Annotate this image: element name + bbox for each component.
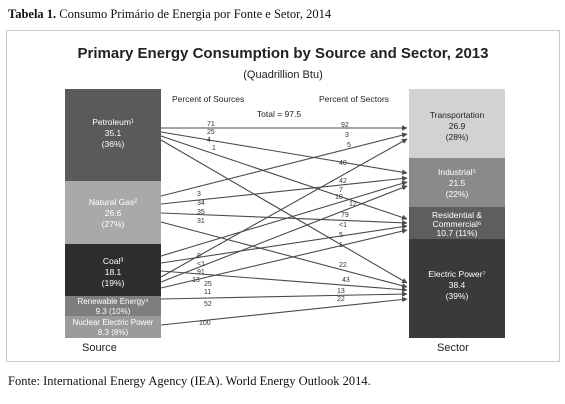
flow-arrows xyxy=(160,125,408,326)
source-petroleum-pct: (36%) xyxy=(102,139,125,149)
left-pct-label: 34 xyxy=(197,200,205,207)
left-column-header: Percent of Sources xyxy=(172,94,244,104)
diagram-frame: Primary Energy Consumption by Source and… xyxy=(6,30,560,362)
flow-nuclear-electric xyxy=(160,296,408,326)
right-percent-labels: 92 3 5 40 42 7 10 12 79 <1 5 1 22 43 13 … xyxy=(335,122,357,303)
source-nuclear-value: 8.3 (8%) xyxy=(98,328,129,337)
right-pct-label: 10 xyxy=(335,194,343,201)
sector-industrial-value: 21.5 xyxy=(449,178,466,188)
left-pct-label: 71 xyxy=(207,121,215,128)
left-pct-label: 1 xyxy=(212,145,216,152)
source-natural-gas-pct: (27%) xyxy=(102,219,125,229)
sector-industrial-name: Industrial⁵ xyxy=(438,167,476,177)
sector-industrial-pct: (22%) xyxy=(446,189,469,199)
source-renewable-box xyxy=(65,296,161,316)
right-pct-label: 22 xyxy=(337,296,345,303)
flow-renewable-industrial xyxy=(160,185,408,283)
source-petroleum-name: Petroleum¹ xyxy=(92,117,134,127)
left-pct-label: 13 xyxy=(192,277,200,284)
flow-renewable-residential xyxy=(160,228,408,289)
left-pct-label: 31 xyxy=(197,218,205,225)
right-pct-label: 5 xyxy=(339,232,343,239)
total-label: Total = 97.5 xyxy=(257,109,301,119)
left-pct-label: 4 xyxy=(207,137,211,144)
left-pct-label: 91 xyxy=(197,269,205,276)
flow-gas-industrial xyxy=(160,175,408,205)
source-natural-gas-name: Natural Gas² xyxy=(89,197,137,207)
flow-petroleum-electric xyxy=(160,139,408,284)
figure-caption: Tabela 1. Consumo Primário de Energia po… xyxy=(8,7,331,22)
right-pct-label: 42 xyxy=(339,178,347,185)
flow-petroleum-residential xyxy=(160,135,408,221)
flow-coal-electric xyxy=(160,270,408,293)
sector-axis-label: Sector xyxy=(437,342,469,354)
right-pct-label: 5 xyxy=(347,142,351,149)
right-pct-label: <1 xyxy=(339,222,347,229)
sector-residential-value: 10.7 (11%) xyxy=(437,228,478,238)
flow-petroleum-industrial xyxy=(160,131,408,175)
sector-residential-box xyxy=(409,207,505,239)
left-pct-label: 3 xyxy=(197,191,201,198)
flow-coal-residential xyxy=(160,224,408,264)
energy-flow-diagram: Primary Energy Consumption by Source and… xyxy=(65,45,505,354)
source-petroleum-value: 35.1 xyxy=(105,128,122,138)
left-pct-label: 11 xyxy=(204,289,211,296)
source-labels: Petroleum¹ 35.1 (36%) Natural Gas² 26.6 … xyxy=(73,117,154,337)
sector-electric-box xyxy=(409,239,505,338)
right-pct-label: 43 xyxy=(342,277,350,284)
right-pct-label: 22 xyxy=(339,262,347,269)
sector-transportation-pct: (28%) xyxy=(446,132,469,142)
right-pct-label: 79 xyxy=(341,212,349,219)
right-pct-label: 13 xyxy=(337,288,345,295)
diagram-title: Primary Energy Consumption by Source and… xyxy=(78,45,489,62)
right-pct-label: 3 xyxy=(345,132,349,139)
sector-residential-name2: Commercial⁶ xyxy=(433,219,482,229)
left-pct-label: 52 xyxy=(204,301,212,308)
right-pct-label: 1 xyxy=(339,242,343,249)
sector-transportation-value: 26.9 xyxy=(449,121,466,131)
right-pct-label: 7 xyxy=(339,187,343,194)
flow-renewable-electric xyxy=(160,291,408,300)
source-nuclear-name: Nuclear Electric Power xyxy=(73,318,154,327)
flow-coal-industrial xyxy=(160,180,408,257)
flow-gas-transportation xyxy=(160,132,408,197)
sector-electric-pct: (39%) xyxy=(446,291,469,301)
diagram-subtitle: (Quadrillion Btu) xyxy=(243,69,322,81)
left-pct-label: 35 xyxy=(197,209,205,216)
left-pct-label: 100 xyxy=(199,320,211,327)
source-nuclear-box xyxy=(65,316,161,338)
source-petroleum-box xyxy=(65,89,161,181)
source-coal-value: 18.1 xyxy=(105,267,122,277)
source-coal-box xyxy=(65,244,161,296)
left-pct-label: 9 xyxy=(197,253,201,260)
caption-text: Consumo Primário de Energia por Fonte e … xyxy=(59,7,332,21)
sector-transportation-box xyxy=(409,89,505,158)
source-renewable-value: 9.3 (10%) xyxy=(96,307,131,316)
source-natural-gas-value: 26.6 xyxy=(105,208,122,218)
source-coal-pct: (19%) xyxy=(102,278,125,288)
source-renewable-name: Renewable Energy⁴ xyxy=(77,297,149,306)
source-natural-gas-box xyxy=(65,181,161,244)
sector-electric-value: 38.4 xyxy=(449,280,466,290)
sector-electric-name: Electric Power⁷ xyxy=(428,269,485,279)
left-percent-labels: 71 25 4 1 3 34 35 31 9 <1 91 13 25 11 52… xyxy=(192,121,216,327)
source-coal-name: Coal³ xyxy=(103,256,123,266)
caption-label: Tabela 1. xyxy=(8,7,57,21)
sector-residential-name: Residential & xyxy=(432,210,482,220)
right-pct-label: 40 xyxy=(339,160,347,167)
right-column-header: Percent of Sectors xyxy=(319,94,389,104)
left-pct-label: 25 xyxy=(204,281,212,288)
right-pct-label: 92 xyxy=(341,122,349,129)
source-note: Fonte: International Energy Agency (IEA)… xyxy=(8,374,371,388)
left-pct-label: <1 xyxy=(197,261,205,268)
flow-renewable-transportation xyxy=(160,138,408,278)
right-pct-label: 12 xyxy=(349,201,357,208)
flow-gas-residential xyxy=(160,212,408,226)
source-axis-label: Source xyxy=(82,342,117,354)
sector-labels: Transportation 26.9 (28%) Industrial⁵ 21… xyxy=(428,110,485,301)
flow-gas-electric xyxy=(160,221,408,289)
left-pct-label: 25 xyxy=(207,129,215,136)
sector-transportation-name: Transportation xyxy=(430,110,485,120)
sector-industrial-box xyxy=(409,158,505,207)
